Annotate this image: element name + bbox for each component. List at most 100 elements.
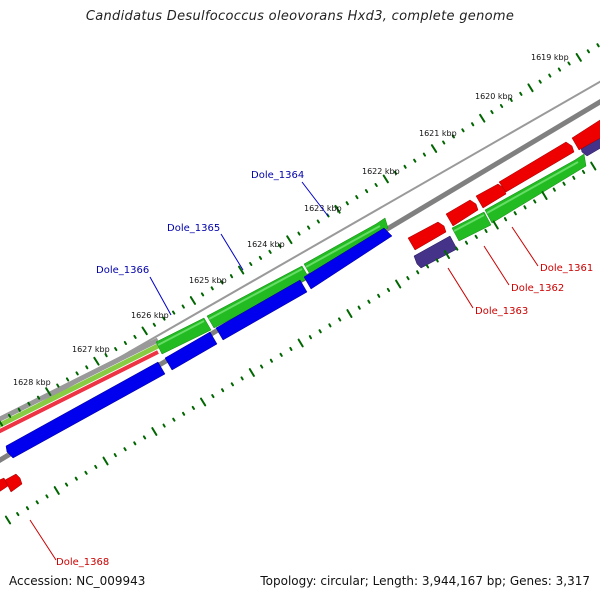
minor-tick bbox=[464, 240, 469, 245]
minor-tick bbox=[268, 249, 272, 254]
minor-tick bbox=[316, 219, 320, 224]
minor-tick bbox=[25, 506, 30, 511]
minor-tick bbox=[513, 211, 517, 216]
cds-dole-1362 bbox=[451, 211, 492, 242]
minor-tick bbox=[338, 317, 342, 322]
minor-tick bbox=[461, 128, 465, 133]
major-tick bbox=[395, 279, 402, 289]
minor-tick bbox=[229, 274, 234, 279]
gene-label-dole-1364[interactable]: Dole_1364 bbox=[251, 170, 304, 181]
minor-tick bbox=[318, 329, 322, 334]
minor-tick bbox=[557, 67, 562, 72]
gene-labels: Dole_1364 Dole_1365 Dole_1366 Dole_1361 … bbox=[56, 170, 593, 568]
minor-tick bbox=[172, 417, 176, 422]
accession-text: Accession: NC_009943 bbox=[9, 574, 146, 588]
minor-tick bbox=[114, 347, 118, 352]
major-tick bbox=[238, 265, 245, 275]
gene-label-dole-1361[interactable]: Dole_1361 bbox=[540, 263, 593, 274]
tick-label: 1622 kbp bbox=[362, 167, 400, 176]
gene-label-dole-1362[interactable]: Dole_1362 bbox=[511, 283, 564, 294]
major-tick bbox=[346, 309, 353, 318]
minor-tick bbox=[422, 152, 426, 157]
gene-label-dole-1365[interactable]: Dole_1365 bbox=[167, 223, 220, 234]
gene-dole-1363 bbox=[413, 235, 458, 269]
minor-tick bbox=[581, 169, 586, 174]
minor-tick bbox=[85, 365, 89, 370]
major-tick bbox=[430, 144, 438, 153]
minor-tick bbox=[552, 187, 556, 192]
minor-tick bbox=[451, 134, 455, 139]
minor-tick bbox=[240, 376, 244, 381]
label-leaders bbox=[29, 181, 539, 561]
forward-cds-highlight bbox=[157, 161, 579, 346]
tick-label: 1624 kbp bbox=[247, 240, 285, 249]
minor-tick bbox=[562, 181, 566, 186]
major-tick bbox=[443, 250, 450, 259]
minor-tick bbox=[403, 164, 407, 169]
minor-tick bbox=[509, 97, 513, 102]
tick-label: 1619 kbp bbox=[531, 53, 569, 62]
major-tick bbox=[200, 397, 207, 407]
minor-tick bbox=[386, 287, 391, 292]
minor-tick bbox=[27, 401, 31, 406]
topology-value: Topology: circular; Length: 3,944,167 bp… bbox=[260, 574, 590, 588]
minor-tick bbox=[586, 49, 590, 54]
tick-label: 1625 kbp bbox=[189, 276, 227, 285]
gene-label-dole-1366[interactable]: Dole_1366 bbox=[96, 265, 149, 276]
major-tick bbox=[297, 338, 304, 348]
minor-tick bbox=[455, 246, 459, 251]
tick-label: 1626 kbp bbox=[131, 311, 169, 320]
major-tick bbox=[541, 191, 548, 200]
gene-label-dole-1368[interactable]: Dole_1368 bbox=[56, 557, 109, 568]
minor-tick bbox=[35, 500, 39, 505]
minor-tick bbox=[133, 441, 137, 446]
major-tick bbox=[334, 204, 341, 214]
minor-tick bbox=[8, 413, 12, 418]
gene-red-1 bbox=[407, 221, 447, 251]
major-tick bbox=[53, 486, 60, 495]
major-tick bbox=[382, 174, 389, 184]
reverse-cds-track bbox=[5, 227, 393, 459]
minor-tick bbox=[142, 435, 147, 440]
minor-tick bbox=[289, 346, 293, 351]
minor-tick bbox=[182, 411, 186, 416]
tick-label: 1620 kbp bbox=[475, 92, 513, 101]
minor-tick bbox=[567, 61, 571, 66]
minor-tick bbox=[279, 352, 283, 357]
gene-red-bottom-2 bbox=[4, 473, 23, 493]
major-tick bbox=[479, 113, 486, 123]
minor-tick bbox=[260, 364, 264, 369]
major-tick bbox=[0, 420, 4, 427]
gene-red-5 bbox=[571, 119, 600, 151]
major-tick bbox=[93, 356, 100, 366]
cds-blue-left bbox=[5, 361, 166, 459]
minor-tick bbox=[152, 322, 156, 327]
minor-tick bbox=[345, 201, 349, 206]
minor-tick bbox=[364, 189, 369, 194]
gene-label-dole-1363[interactable]: Dole_1363 bbox=[475, 306, 528, 317]
minor-tick bbox=[533, 199, 537, 204]
minor-tick bbox=[258, 255, 263, 260]
minor-tick bbox=[572, 175, 576, 180]
minor-tick bbox=[123, 447, 127, 452]
minor-tick bbox=[307, 225, 311, 230]
gene-red-4 bbox=[498, 141, 575, 193]
major-tick bbox=[151, 427, 158, 436]
minor-tick bbox=[200, 292, 205, 297]
feature-track-upper-left bbox=[0, 337, 160, 434]
minor-tick bbox=[191, 405, 195, 410]
minor-tick bbox=[162, 316, 166, 321]
minor-tick bbox=[308, 335, 312, 340]
major-tick bbox=[492, 220, 499, 230]
minor-tick bbox=[538, 79, 542, 84]
minor-tick bbox=[442, 140, 446, 145]
minor-tick bbox=[36, 395, 41, 400]
minor-tick bbox=[181, 304, 185, 309]
minor-tick bbox=[471, 122, 475, 127]
minor-tick bbox=[56, 383, 60, 388]
major-tick bbox=[590, 161, 597, 171]
minor-tick bbox=[357, 305, 361, 310]
cds-dole-1366 bbox=[155, 317, 212, 355]
minor-tick bbox=[104, 353, 108, 358]
tick-label: 1627 kbp bbox=[72, 345, 110, 354]
